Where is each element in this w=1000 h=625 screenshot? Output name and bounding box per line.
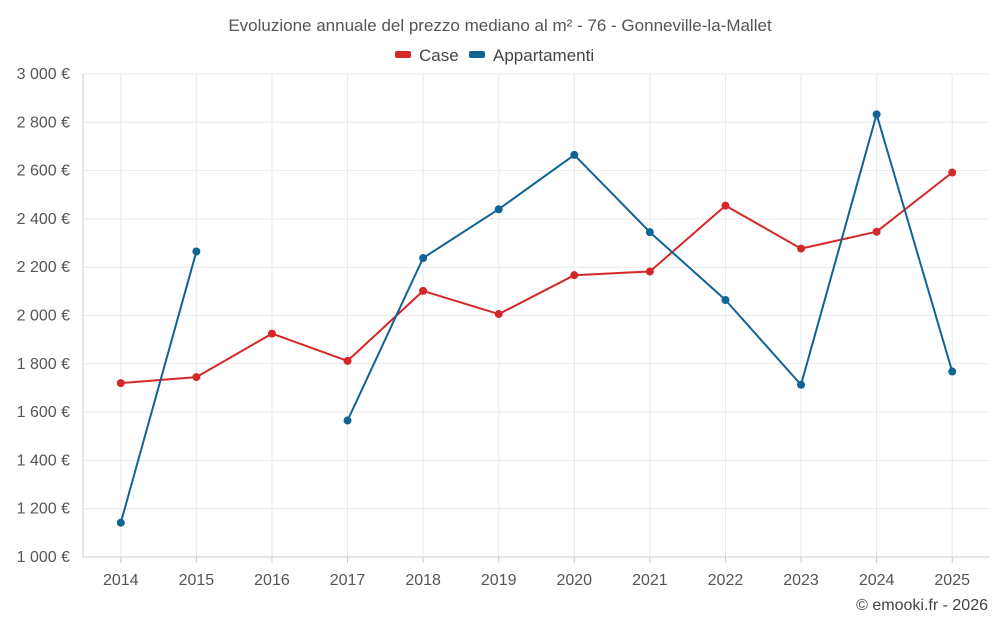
- data-point-case-2024[interactable]: [872, 227, 881, 236]
- y-tick-label: 1 400 €: [17, 452, 70, 469]
- legend-swatch-case: [395, 51, 411, 58]
- data-point-case-2014[interactable]: [116, 379, 125, 388]
- grid: [83, 73, 990, 558]
- data-point-case-2019[interactable]: [494, 310, 503, 319]
- data-point-case-2022[interactable]: [721, 201, 730, 210]
- x-tick-label: 2015: [179, 572, 215, 589]
- data-point-case-2021[interactable]: [645, 267, 654, 276]
- x-tick-label: 2018: [405, 572, 441, 589]
- y-tick-label: 2 400 €: [17, 211, 70, 228]
- chart-title: Evoluzione annuale del prezzo mediano al…: [228, 16, 772, 35]
- x-tick-label: 2024: [859, 572, 895, 589]
- credit-text: © emooki.fr - 2026: [856, 597, 988, 614]
- data-point-case-2023[interactable]: [797, 244, 806, 253]
- data-point-case-2015[interactable]: [192, 373, 201, 382]
- x-tick-label: 2020: [556, 572, 592, 589]
- y-tick-label: 2 000 €: [17, 308, 70, 325]
- y-tick-label: 2 800 €: [17, 114, 70, 131]
- y-tick-label: 1 600 €: [17, 404, 70, 421]
- data-point-appartamenti-2015[interactable]: [192, 247, 201, 256]
- x-tick-label: 2022: [708, 572, 744, 589]
- legend-item-appartamenti[interactable]: Appartamenti: [469, 46, 594, 65]
- data-point-case-2017[interactable]: [343, 356, 352, 365]
- x-tick-label: 2016: [254, 572, 290, 589]
- data-point-appartamenti-2018[interactable]: [419, 254, 428, 263]
- data-point-appartamenti-2022[interactable]: [721, 296, 730, 305]
- y-tick-label: 2 600 €: [17, 163, 70, 180]
- legend: Case Appartamenti: [395, 46, 594, 65]
- x-axis: 2014 2015 2016 2017 2018 2019 2020 2021 2022 2023…: [83, 556, 990, 589]
- x-tick-label: 2019: [481, 572, 517, 589]
- data-point-case-2016[interactable]: [267, 329, 276, 338]
- data-point-appartamenti-2025[interactable]: [948, 367, 957, 376]
- data-point-appartamenti-2014[interactable]: [116, 518, 125, 527]
- x-tick-label: 2014: [103, 572, 139, 589]
- y-tick-label: 2 200 €: [17, 259, 70, 276]
- data-point-case-2018[interactable]: [419, 286, 428, 295]
- x-tick-label: 2017: [330, 572, 366, 589]
- y-axis: 1 000 € 1 200 € 1 400 € 1 600 € 1 800 € 2 000…: [17, 66, 84, 566]
- y-tick-label: 1 000 €: [17, 549, 70, 566]
- data-point-appartamenti-2019[interactable]: [494, 205, 503, 214]
- data-point-appartamenti-2023[interactable]: [797, 380, 806, 389]
- legend-swatch-appartamenti: [469, 51, 485, 58]
- x-tick-label: 2023: [783, 572, 819, 589]
- series-line-appartamenti: [119, 251, 198, 523]
- data-point-case-2025[interactable]: [948, 168, 957, 177]
- data-point-appartamenti-2021[interactable]: [645, 228, 654, 237]
- x-tick-label: 2021: [632, 572, 668, 589]
- series-line-case: [120, 171, 953, 385]
- legend-label-case: Case: [419, 46, 459, 65]
- legend-item-case[interactable]: Case: [395, 46, 459, 65]
- series-case: [116, 168, 957, 388]
- x-tick-label: 2025: [934, 572, 970, 589]
- legend-label-appartamenti: Appartamenti: [493, 46, 594, 65]
- data-point-appartamenti-2020[interactable]: [570, 150, 579, 159]
- y-tick-label: 1 800 €: [17, 356, 70, 373]
- data-point-appartamenti-2024[interactable]: [872, 110, 881, 119]
- y-tick-label: 1 200 €: [17, 501, 70, 518]
- y-tick-label: 3 000 €: [17, 66, 70, 83]
- series-appartamenti: [116, 110, 957, 527]
- series: [116, 110, 957, 527]
- data-point-case-2020[interactable]: [570, 271, 579, 280]
- data-point-appartamenti-2017[interactable]: [343, 416, 352, 425]
